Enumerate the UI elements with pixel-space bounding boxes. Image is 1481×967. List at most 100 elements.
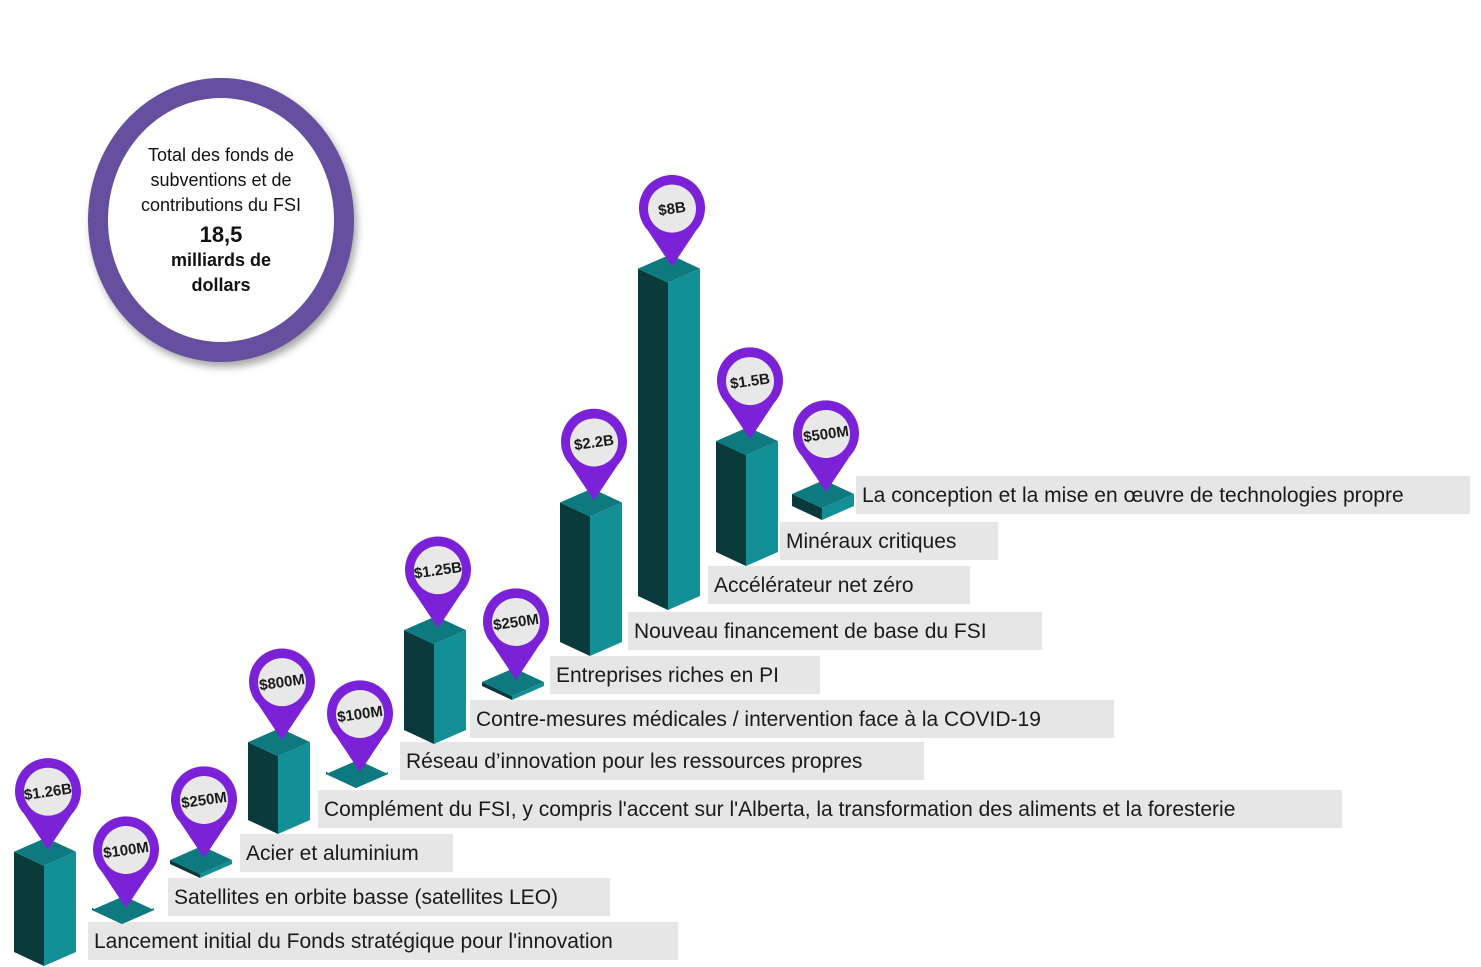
bar-label: Lancement initial du Fonds stratégique p… xyxy=(94,930,613,953)
value-pin: $8B xyxy=(638,174,705,267)
bar-front-face xyxy=(746,441,778,566)
bar-side-face xyxy=(248,742,278,834)
pin-inner-circle xyxy=(180,776,228,824)
bar-label: Entreprises riches en PI xyxy=(556,664,779,687)
bar-side-face xyxy=(482,682,512,700)
bar-top-face xyxy=(404,616,466,645)
pin-inner-circle xyxy=(102,826,150,874)
bar-top-face xyxy=(326,760,388,788)
bar-group: Acier et aluminium $250M xyxy=(170,766,453,878)
pin-value-label: $2.2B xyxy=(573,432,615,454)
value-pin: $1.5B xyxy=(717,347,783,440)
bar-front-face xyxy=(434,630,466,744)
bar-label-box xyxy=(168,878,610,916)
bar-side-face xyxy=(560,502,590,656)
bar-top-face xyxy=(638,254,700,283)
pin-value-label: $500M xyxy=(802,423,850,446)
bar-front-face xyxy=(512,682,544,700)
pin-value-label: $1.26B xyxy=(23,780,73,804)
pin-value-label: $100M xyxy=(336,703,384,726)
total-value: 18,5 xyxy=(199,221,243,247)
pin-value-label: $800M xyxy=(258,671,306,694)
bar-group: Contre-mesures médicales / intervention … xyxy=(404,536,1114,744)
bar-label-box xyxy=(708,566,970,604)
value-pin: $250M xyxy=(483,588,549,680)
value-pin: $800M xyxy=(249,648,315,741)
bar-label-box xyxy=(628,612,1042,650)
bar-group: La conception et la mise en œuvre de tec… xyxy=(792,400,1470,520)
value-pin: $1.25B xyxy=(405,536,471,629)
bar-group: Complément du FSI, y compris l'accent su… xyxy=(248,648,1342,834)
bar-top-face xyxy=(170,846,232,874)
pin-value-label: $250M xyxy=(492,611,540,634)
total-funds-circle: Total des fonds de subventions et de con… xyxy=(88,78,354,362)
bar-side-face xyxy=(638,268,668,610)
bar-group: Lancement initial du Fonds stratégique p… xyxy=(14,758,678,966)
bar-top-face xyxy=(560,488,622,517)
bar-label-box xyxy=(550,656,820,694)
bar-label-box xyxy=(780,522,998,560)
pin-inner-circle xyxy=(492,598,540,646)
bar-front-face xyxy=(668,268,700,610)
value-pin: $2.2B xyxy=(561,408,627,501)
pin-value-label: $100M xyxy=(102,839,150,862)
bar-front-face xyxy=(822,494,854,520)
value-pin: $250M xyxy=(170,766,237,858)
bar-side-face xyxy=(792,494,822,520)
pin-value-label: $1.5B xyxy=(729,370,771,392)
bar-label: Acier et aluminium xyxy=(246,842,419,865)
pin-inner-circle xyxy=(336,690,384,738)
pin-inner-circle xyxy=(726,357,774,406)
bar-top-face xyxy=(482,668,544,696)
pin-inner-circle xyxy=(648,184,696,233)
value-pin: $500M xyxy=(793,400,859,492)
bar-top-face xyxy=(248,728,310,757)
bar-front-face xyxy=(200,860,232,878)
value-pin: $100M xyxy=(327,680,393,772)
bar-label: Accélérateur net zéro xyxy=(714,574,914,597)
value-pin: $100M xyxy=(93,816,159,908)
value-pin: $1.26B xyxy=(15,758,82,850)
bar-top-face xyxy=(716,427,778,456)
bar-group: Entreprises riches en PI $250M xyxy=(482,588,820,700)
bar-label: Réseau d’innovation pour les ressources … xyxy=(406,750,862,773)
bar-label: Nouveau financement de base du FSI xyxy=(634,620,987,643)
total-description: Total des fonds de subventions et de con… xyxy=(140,144,302,215)
bar-side-face xyxy=(404,630,434,744)
pin-inner-circle xyxy=(258,658,306,707)
pin-inner-circle xyxy=(570,418,618,467)
pin-inner-circle xyxy=(24,767,72,816)
bar-label: La conception et la mise en œuvre de tec… xyxy=(862,484,1404,507)
pin-inner-circle xyxy=(802,410,850,458)
bar-top-face xyxy=(14,837,76,866)
bar-front-face xyxy=(278,742,310,834)
bar-group: Satellites en orbite basse (satellites L… xyxy=(92,816,610,924)
bar-label-box xyxy=(318,790,1342,828)
bar-side-face xyxy=(14,851,44,966)
bar-label-box xyxy=(470,700,1114,738)
bar-label-box xyxy=(240,834,453,872)
bar-top-face xyxy=(792,480,854,508)
bar-group: Nouveau financement de base du FSI $2.2B xyxy=(560,408,1042,656)
bar-group: Minéraux critiques $1.5B xyxy=(716,347,998,566)
bar-label: Complément du FSI, y compris l'accent su… xyxy=(324,798,1235,821)
bar-side-face xyxy=(170,860,200,878)
bar-side-face xyxy=(716,441,746,566)
bar-group: Accélérateur net zéro $8B xyxy=(638,174,970,610)
pin-value-label: $250M xyxy=(180,789,228,812)
bar-label: Minéraux critiques xyxy=(786,530,956,553)
bar-label: Satellites en orbite basse (satellites L… xyxy=(174,886,558,909)
bar-front-face xyxy=(590,502,622,656)
bar-group: Réseau d’innovation pour les ressources … xyxy=(326,680,924,788)
bar-label-box xyxy=(856,476,1470,514)
pin-value-label: $1.25B xyxy=(413,559,463,583)
bar-top-face xyxy=(92,896,154,924)
bar-label-box xyxy=(88,922,678,960)
bar-label-box xyxy=(400,742,924,780)
bar-front-face xyxy=(44,851,76,966)
pin-inner-circle xyxy=(414,546,462,595)
total-unit: milliards de dollars xyxy=(170,249,272,295)
pin-value-label: $8B xyxy=(657,199,687,220)
bar-label: Contre-mesures médicales / intervention … xyxy=(476,708,1041,731)
